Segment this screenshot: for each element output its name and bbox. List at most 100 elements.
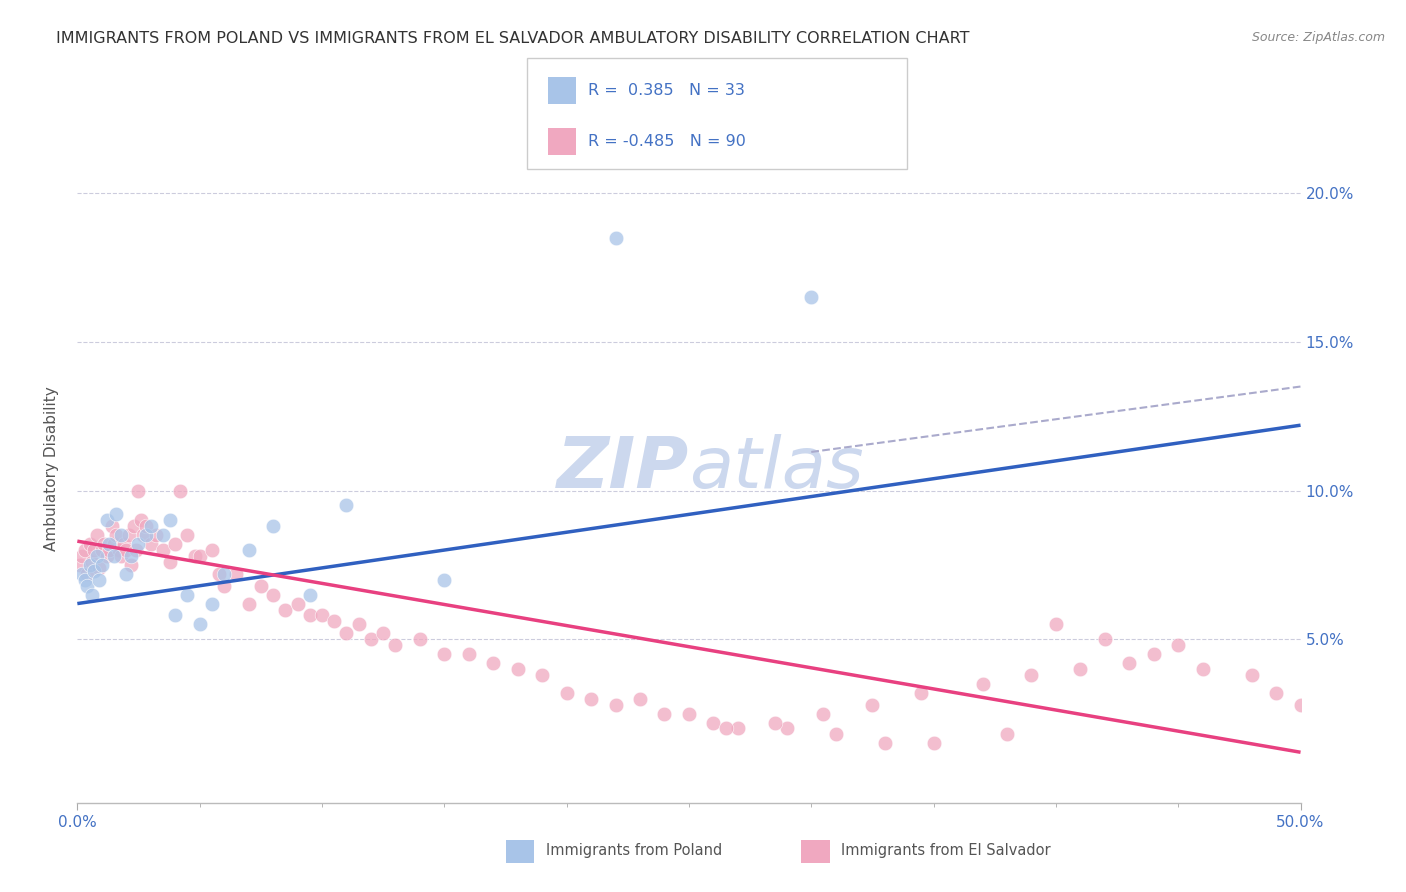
Point	[128, 483, 150, 498]
Point	[80, 588, 103, 602]
Point	[110, 528, 132, 542]
Point	[922, 736, 945, 750]
Point	[298, 588, 321, 602]
Point	[238, 597, 260, 611]
Point	[800, 290, 823, 304]
Point	[274, 602, 297, 616]
Point	[433, 573, 456, 587]
Text: Source: ZipAtlas.com: Source: ZipAtlas.com	[1251, 31, 1385, 45]
Point	[335, 499, 357, 513]
Point	[1094, 632, 1116, 647]
Point	[262, 588, 284, 602]
Point	[90, 558, 112, 572]
Point	[1240, 668, 1263, 682]
Point	[654, 706, 676, 721]
Point	[702, 715, 724, 730]
Point	[972, 677, 994, 691]
Point	[103, 549, 125, 563]
Point	[776, 722, 799, 736]
Point	[225, 566, 247, 581]
Point	[105, 528, 128, 542]
Point	[132, 528, 155, 542]
Point	[287, 597, 309, 611]
Point	[129, 513, 152, 527]
Point	[531, 668, 554, 682]
Point	[145, 528, 167, 542]
Point	[678, 706, 700, 721]
Point	[212, 579, 235, 593]
Point	[1045, 617, 1067, 632]
Point	[89, 561, 111, 575]
Point	[100, 519, 122, 533]
Point	[120, 549, 142, 563]
Point	[605, 231, 627, 245]
Point	[120, 558, 142, 572]
Point	[714, 722, 737, 736]
Point	[86, 528, 108, 542]
Point	[152, 543, 174, 558]
Point	[1289, 698, 1312, 712]
Point	[79, 558, 101, 572]
Point	[1118, 656, 1140, 670]
Point	[727, 722, 749, 736]
Point	[262, 519, 284, 533]
Point	[212, 566, 235, 581]
Point	[125, 543, 148, 558]
Point	[862, 698, 884, 712]
Point	[371, 626, 394, 640]
Point	[506, 662, 529, 676]
Point	[555, 686, 578, 700]
Point	[70, 549, 93, 563]
Point	[813, 706, 835, 721]
Point	[86, 549, 108, 563]
Text: Immigrants from Poland: Immigrants from Poland	[546, 844, 721, 858]
Point	[122, 519, 145, 533]
Point	[763, 715, 786, 730]
Point	[165, 608, 187, 623]
Point	[298, 608, 321, 623]
Point	[208, 566, 231, 581]
Point	[80, 555, 103, 569]
Point	[238, 543, 260, 558]
Point	[1069, 662, 1091, 676]
Point	[139, 519, 162, 533]
Point	[579, 691, 602, 706]
Point	[1191, 662, 1213, 676]
Point	[93, 537, 115, 551]
Point	[433, 647, 456, 661]
Point	[70, 566, 93, 581]
Text: IMMIGRANTS FROM POLAND VS IMMIGRANTS FROM EL SALVADOR AMBULATORY DISABILITY CORR: IMMIGRANTS FROM POLAND VS IMMIGRANTS FRO…	[56, 31, 970, 46]
Point	[824, 727, 846, 741]
Point	[159, 513, 181, 527]
Text: ZIP: ZIP	[557, 434, 689, 503]
Point	[347, 617, 370, 632]
Point	[110, 549, 132, 563]
Point	[83, 543, 105, 558]
Point	[135, 528, 157, 542]
Point	[98, 537, 121, 551]
Point	[360, 632, 382, 647]
Point	[335, 626, 357, 640]
Point	[103, 537, 125, 551]
Point	[115, 543, 138, 558]
Point	[201, 543, 224, 558]
Point	[69, 558, 91, 572]
Point	[1143, 647, 1166, 661]
Point	[73, 543, 96, 558]
Point	[995, 727, 1018, 741]
Point	[165, 537, 187, 551]
Point	[89, 573, 111, 587]
Point	[83, 564, 105, 578]
Point	[76, 579, 98, 593]
Point	[250, 579, 273, 593]
Point	[188, 549, 211, 563]
Point	[96, 513, 118, 527]
Point	[409, 632, 432, 647]
Point	[96, 549, 118, 563]
Point	[384, 638, 406, 652]
Point	[159, 555, 181, 569]
Point	[108, 543, 131, 558]
Point	[112, 537, 135, 551]
Point	[73, 573, 96, 587]
Point	[1265, 686, 1288, 700]
